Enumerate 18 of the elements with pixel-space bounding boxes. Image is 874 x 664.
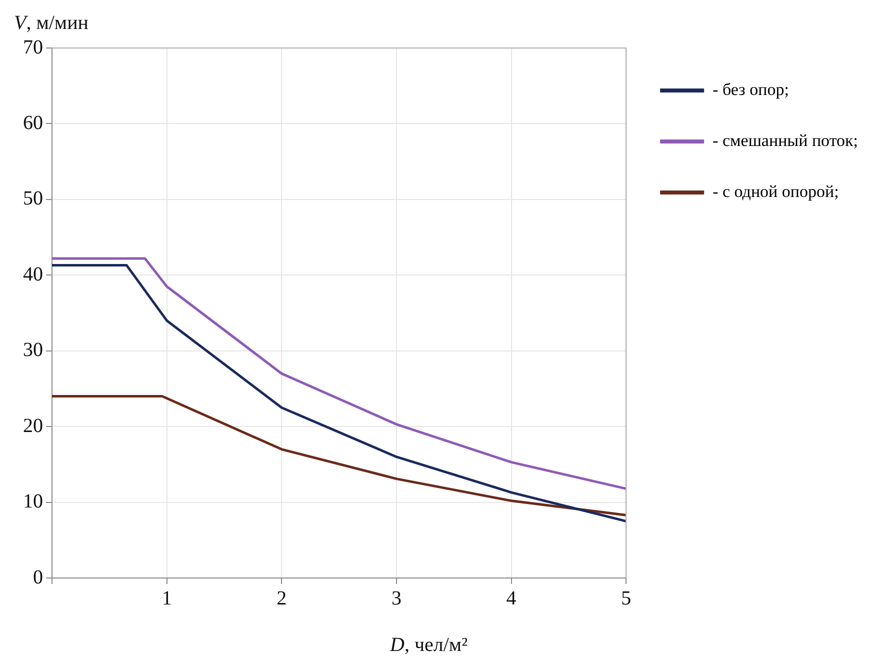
x-axis-title: D, чел/м² xyxy=(390,634,468,657)
legend-label: - с одной опорой; xyxy=(712,182,839,201)
legend-label: - смешанный поток; xyxy=(712,130,858,150)
legend-label: - без опор; xyxy=(712,80,789,99)
x-tick-label: 1 xyxy=(162,587,172,610)
y-tick-label: 20 xyxy=(23,414,43,437)
y-tick-label: 10 xyxy=(23,490,43,513)
y-tick-label: 30 xyxy=(23,339,43,362)
y-tick-label: 40 xyxy=(23,263,43,286)
y-tick-label: 70 xyxy=(23,36,43,58)
y-tick-label: 50 xyxy=(23,188,43,210)
x-tick-label: 5 xyxy=(621,587,632,610)
x-tick-label: 2 xyxy=(276,587,287,610)
y-tick-label: 60 xyxy=(23,112,43,134)
x-tick-label: 3 xyxy=(391,587,402,610)
y-axis-title: V, м/мин xyxy=(14,12,88,35)
x-tick-label: 4 xyxy=(506,587,516,610)
y-tick-label: 0 xyxy=(33,566,43,588)
